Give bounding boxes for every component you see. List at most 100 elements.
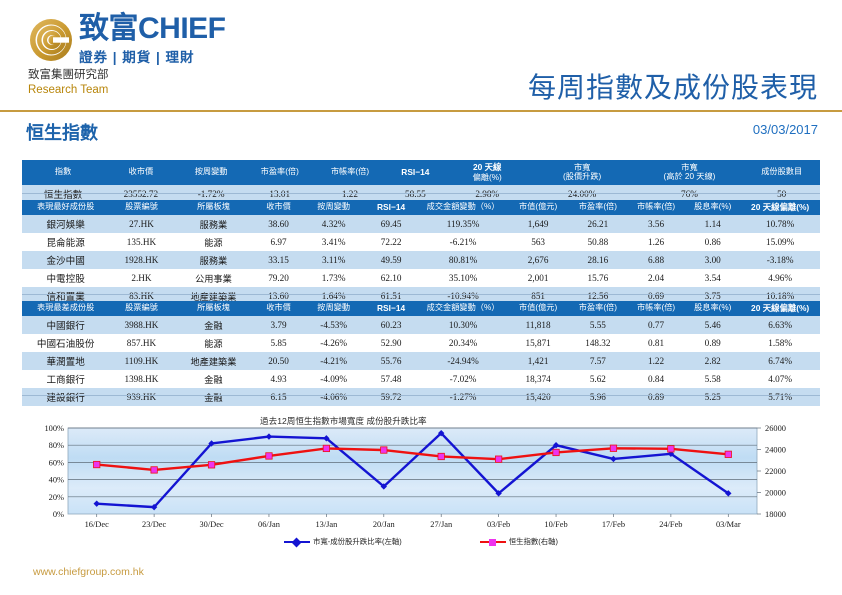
cell-mktcap: 563 — [507, 232, 569, 251]
cell-weekly-change: -4.53% — [303, 315, 364, 334]
col-breadth-ma20: 市寬 (高於 20 天線) — [635, 160, 744, 185]
svg-text:20/Jan: 20/Jan — [373, 520, 396, 529]
cell-yield: 5.25 — [685, 387, 741, 406]
cell-pb: 2.04 — [626, 268, 686, 287]
cell-sector: 金融 — [173, 369, 254, 388]
logo-wordmark-en: CHIEF — [138, 12, 226, 45]
chart-legend: 市寬-成份股升跌比率(左軸) 恒生指數(右軸) — [22, 536, 820, 547]
col-turnover-change: 成交金額變動（%） — [418, 200, 508, 215]
col-yield: 股息率(%) — [685, 200, 741, 215]
cell-yield: 2.82 — [685, 351, 741, 370]
header-divider — [0, 110, 842, 112]
svg-text:18000: 18000 — [765, 510, 786, 519]
col-yield: 股息率(%) — [685, 301, 741, 316]
col-breadth-price: 市寬 (股價升跌) — [528, 160, 636, 185]
cell-stock-name: 中國銀行 — [22, 315, 110, 334]
cell-turnover-change: 119.35% — [418, 214, 508, 233]
legend-item-breadth: 市寬-成份股升跌比率(左軸) — [284, 536, 402, 547]
svg-text:24/Feb: 24/Feb — [659, 520, 682, 529]
table-row: 建設銀行 939.HK 金融 6.15 -4.06% 59.72 -1.27% 15,420 5… — [22, 387, 820, 406]
cell-pe: 15.76 — [568, 268, 627, 287]
cell-close: 6.97 — [253, 232, 304, 251]
cell-close: 4.93 — [253, 369, 304, 388]
cell-stock-code: 1398.HK — [109, 369, 174, 388]
cell-mktcap: 2,676 — [507, 250, 569, 269]
cell-mktcap: 1,649 — [507, 214, 569, 233]
cell-pb: 1.22 — [626, 351, 686, 370]
cell-pe: 26.21 — [568, 214, 627, 233]
cell-turnover-change: -7.02% — [418, 369, 508, 388]
cell-pb: 0.77 — [626, 315, 686, 334]
logo-wordmark: 致富CHIEF — [79, 12, 226, 45]
concentric-swirl-logo-icon — [28, 17, 74, 63]
col-pe: 市盈率(倍) — [568, 200, 627, 215]
cell-mktcap: 15,871 — [507, 333, 569, 352]
col-weekly-change: 按周變動 — [303, 301, 364, 316]
cell-stock-code: 1109.HK — [109, 351, 174, 370]
cell-mktcap: 851 — [507, 286, 569, 305]
col-ma20-dev-l1: 20 天線 — [472, 162, 502, 172]
cell-turnover-change: 35.10% — [418, 268, 508, 287]
company-logo: 致富CHIEF 證券 | 期貨 | 理財 — [28, 12, 226, 66]
legend-swatch-blue — [284, 537, 311, 547]
cell-rsi: 49.59 — [363, 250, 419, 269]
cell-stock-code: 135.HK — [109, 232, 174, 251]
col-mktcap: 市值(億元) — [507, 301, 569, 316]
svg-text:40%: 40% — [49, 476, 64, 485]
best-performers-table: 表現最好成份股 股票編號 所屬板塊 收市價 按周變動 RSI−14 成交金額變動… — [22, 200, 820, 305]
table-header-row: 表現最差成份股 股票編號 所屬板塊 收市價 按周變動 RSI−14 成交金額變動… — [22, 301, 820, 316]
cell-mktcap: 1,421 — [507, 351, 569, 370]
cell-pb: 6.88 — [626, 250, 686, 269]
table-row: 中國銀行 3988.HK 金融 3.79 -4.53% 60.23 10.30% 11,818… — [22, 315, 820, 334]
cell-sector: 金融 — [173, 315, 254, 334]
cell-pb: 0.84 — [626, 369, 686, 388]
table-row: 華潤置地 1109.HK 地產建築業 20.50 -4.21% 55.76 -24.94% 1… — [22, 351, 820, 370]
cell-ma20-dev: 10.18% — [740, 286, 820, 305]
col-weekly-change: 按周變動 — [177, 160, 245, 185]
col-sector: 所屬板塊 — [173, 200, 254, 215]
col-ma20-dev-l2: 偏離(%) — [472, 172, 502, 182]
best-table-bottom-rule — [22, 294, 820, 295]
svg-text:60%: 60% — [49, 458, 64, 467]
svg-text:23/Dec: 23/Dec — [142, 520, 166, 529]
cell-ma20-dev: 6.74% — [740, 351, 820, 370]
cell-yield: 5.58 — [685, 369, 741, 388]
department-name-cn: 致富集團研究部 — [28, 69, 109, 81]
cell-sector: 能源 — [173, 333, 254, 352]
cell-pb: 1.26 — [626, 232, 686, 251]
logo-wordmark-cn: 致富 — [79, 12, 139, 45]
cell-turnover-change: 20.34% — [418, 333, 508, 352]
table-row: 銀河娛樂 27.HK 服務業 38.60 4.32% 69.45 119.35% 1,649 2… — [22, 214, 820, 233]
col-close: 收市價 — [253, 200, 304, 215]
col-close: 收市價 — [104, 160, 178, 185]
cell-ma20-dev: 15.09% — [740, 232, 820, 251]
cell-turnover-change: 80.81% — [418, 250, 508, 269]
chart-title: 過去12周恒生指數市場寬度 成份股升跌比率 — [260, 416, 427, 426]
svg-text:27/Jan: 27/Jan — [430, 520, 453, 529]
chart-canvas: 0% 20% 40% 60% 80% 100% 18000 20000 22000 24000 26… — [44, 424, 786, 529]
cell-close: 6.15 — [253, 387, 304, 406]
cell-stock-name: 信和置業 — [22, 286, 110, 305]
col-ma20-dev: 20 天線 偏離(%) — [445, 160, 529, 185]
cell-pb: 3.56 — [626, 214, 686, 233]
table-header-row: 指數 收市價 按周變動 市盈率(倍) 市帳率(倍) RSI−14 20 天線 偏… — [22, 160, 820, 185]
cell-stock-code: 27.HK — [109, 214, 174, 233]
svg-text:06/Jan: 06/Jan — [258, 520, 281, 529]
col-rsi: RSI−14 — [363, 200, 419, 215]
cell-weekly-change: 4.32% — [303, 214, 364, 233]
svg-text:20000: 20000 — [765, 489, 786, 498]
col-constituents: 成份股數目 — [743, 160, 820, 185]
cell-stock-code: 83.HK — [109, 286, 174, 305]
cell-weekly-change: 3.41% — [303, 232, 364, 251]
cell-ma20-dev: 1.58% — [740, 333, 820, 352]
cell-rsi: 61.51 — [363, 286, 419, 305]
table-row: 信和置業 83.HK 地產建築業 13.60 1.64% 61.51 -10.94% 851 1… — [22, 286, 820, 305]
department-name-en: Research Team — [28, 84, 109, 97]
col-worst-name: 表現最差成份股 — [22, 301, 110, 316]
cell-turnover-change: 10.30% — [418, 315, 508, 334]
cell-sector: 服務業 — [173, 214, 254, 233]
cell-turnover-change: -6.21% — [418, 232, 508, 251]
cell-weekly-change: 3.11% — [303, 250, 364, 269]
cell-pe: 28.16 — [568, 250, 627, 269]
